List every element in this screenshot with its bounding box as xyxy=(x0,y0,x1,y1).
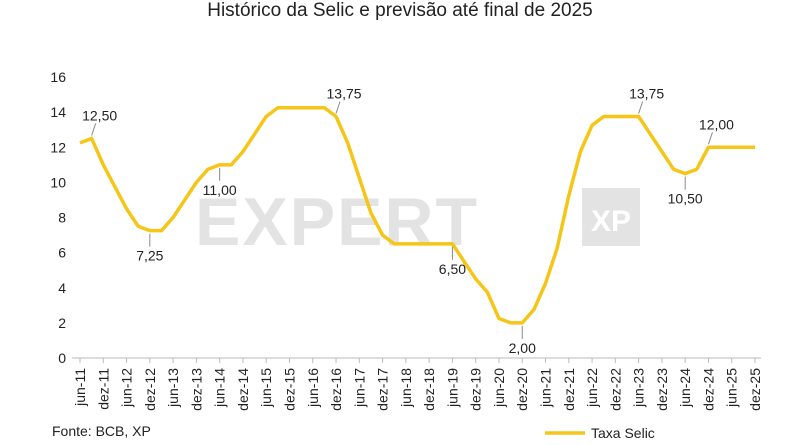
x-tick-label: jun-15 xyxy=(258,368,274,408)
x-tick-label: dez-14 xyxy=(235,368,251,411)
x-tick-label: jun-13 xyxy=(165,368,181,408)
x-tick-label: dez-25 xyxy=(747,368,763,411)
y-tick-label: 16 xyxy=(50,69,66,85)
label-leader xyxy=(707,132,713,145)
data-label: 12,00 xyxy=(699,116,734,132)
y-tick-label: 14 xyxy=(50,104,66,120)
x-tick-label: jun-20 xyxy=(491,368,507,408)
label-leader xyxy=(335,101,341,114)
data-label: 13,75 xyxy=(629,86,664,102)
x-tick-label: dez-12 xyxy=(142,368,158,411)
x-tick-label: dez-15 xyxy=(281,368,297,411)
series-line xyxy=(79,105,755,325)
x-tick-label: dez-18 xyxy=(421,368,437,411)
data-label: 11,00 xyxy=(203,182,237,198)
source: Fonte: BCB, XP xyxy=(52,423,151,439)
y-tick-label: 8 xyxy=(58,210,66,226)
x-tick-label: jun-22 xyxy=(584,368,600,408)
y-tick-label: 6 xyxy=(58,245,66,261)
x-tick-label: dez-13 xyxy=(188,368,204,411)
x-tick-label: jun-24 xyxy=(677,368,693,408)
x-tick-label: dez-22 xyxy=(607,368,623,411)
x-tick-label: jun-23 xyxy=(631,368,647,408)
data-label: 7,25 xyxy=(136,248,163,264)
y-tick-label: 10 xyxy=(50,174,66,190)
x-tick-label: dez-19 xyxy=(468,368,484,411)
x-tick-label: jun-14 xyxy=(212,368,228,408)
x-tick-label: jun-25 xyxy=(724,368,740,408)
x-tick-label: dez-20 xyxy=(514,368,530,411)
x-tick-label: dez-21 xyxy=(561,368,577,411)
x-tick-label: jun-18 xyxy=(398,368,414,408)
label-leader xyxy=(91,123,97,136)
watermark: EXPERT xyxy=(195,184,479,260)
x-tick-label: jun-11 xyxy=(72,368,88,407)
x-tick-label: dez-24 xyxy=(700,368,716,411)
watermark: XP xyxy=(591,205,631,238)
data-label: 2,00 xyxy=(509,340,536,356)
data-label: 12,50 xyxy=(82,107,117,123)
y-tick-label: 0 xyxy=(58,350,66,366)
x-tick-label: jun-17 xyxy=(351,368,367,408)
y-tick-label: 4 xyxy=(58,280,66,296)
label-leader xyxy=(638,101,644,114)
chart-title: Histórico da Selic e previsão até final … xyxy=(207,0,593,21)
x-tick-label: dez-23 xyxy=(654,368,670,411)
legend-label: Taxa Selic xyxy=(591,425,655,440)
data-label: 13,75 xyxy=(327,86,362,102)
x-tick-label: jun-12 xyxy=(119,368,135,408)
data-label: 6,50 xyxy=(439,261,466,277)
x-tick-label: dez-17 xyxy=(375,368,391,411)
x-tick-label: dez-11 xyxy=(95,368,111,410)
y-tick-label: 2 xyxy=(58,315,66,331)
y-tick-label: 12 xyxy=(50,139,66,155)
x-tick-label: jun-16 xyxy=(305,368,321,408)
data-label: 10,50 xyxy=(668,191,703,207)
watermark-box xyxy=(582,188,640,246)
x-tick-label: jun-21 xyxy=(538,368,554,408)
x-tick-label: dez-16 xyxy=(328,368,344,411)
x-tick-label: jun-19 xyxy=(444,368,460,408)
